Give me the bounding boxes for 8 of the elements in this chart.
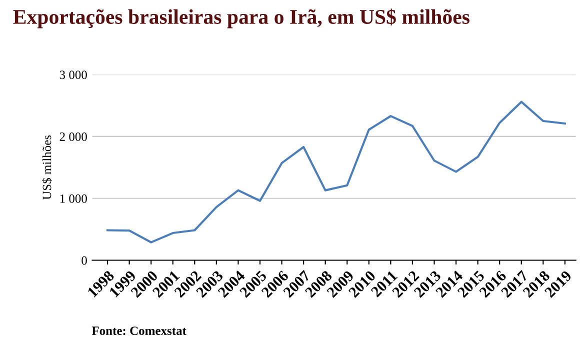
y-tick-label: 0: [82, 256, 87, 265]
y-tick-label: 3 000: [60, 70, 87, 80]
y-tick-label: 1 000: [60, 194, 87, 203]
y-axis-title: US$ milhões: [42, 135, 52, 200]
chart-title: Exportações brasileiras para o Irã, em US$ milhões: [13, 8, 470, 28]
line-series: [106, 100, 566, 244]
source-note: Fonte: Comexstat: [92, 326, 186, 336]
y-tick-label: 2 000: [60, 132, 87, 141]
